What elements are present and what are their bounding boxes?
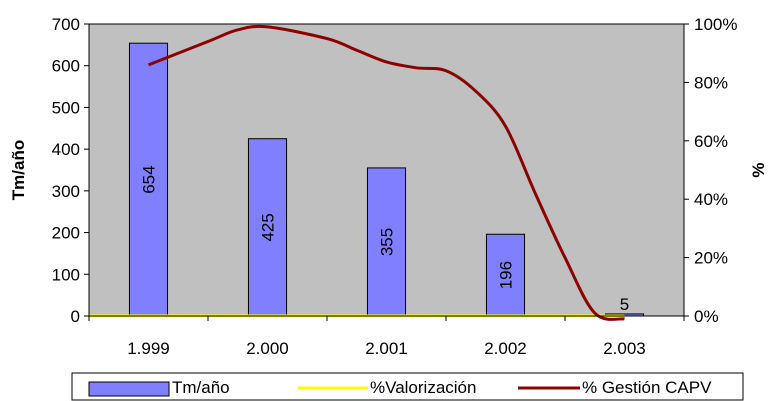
y-tick-label: 300 (52, 182, 80, 201)
y-tick-label: 100 (52, 265, 80, 284)
y2-tick-label: 20% (694, 249, 728, 268)
bar-data-label: 425 (259, 213, 278, 241)
y-axis-title: Tm/año (9, 140, 28, 200)
legend-box (71, 372, 744, 401)
bar (128, 42, 169, 317)
bar (247, 138, 288, 317)
y-tick-label: 0 (71, 307, 80, 326)
y-tick-label: 400 (52, 140, 80, 159)
y2-axis-title: % (749, 162, 768, 177)
y2-tick-label: 80% (694, 73, 728, 92)
bar (366, 167, 407, 317)
x-tick-label: 2.003 (603, 339, 646, 358)
y2-tick-label: 0% (694, 307, 719, 326)
y2-tick-label: 100% (694, 15, 737, 34)
bar-data-label: 5 (620, 295, 629, 314)
y-tick-label: 500 (52, 98, 80, 117)
series-line-gestion-capv (147, 24, 625, 321)
y2-tick-label: 60% (694, 132, 728, 151)
legend-label-valorizacion: %Valorización (370, 378, 476, 397)
x-tick-label: 1.999 (127, 339, 170, 358)
legend-swatch-bar (88, 381, 170, 397)
legend-label-tm-ano: Tm/año (172, 378, 230, 397)
bar-data-label: 196 (497, 261, 516, 289)
y-tick-label: 600 (52, 57, 80, 76)
y-tick-label: 700 (52, 15, 80, 34)
legend: Tm/año %Valorización % Gestión CAPV (71, 372, 744, 401)
x-tick-label: 2.001 (365, 339, 408, 358)
y-tick-label: 200 (52, 224, 80, 243)
bar-data-label: 355 (378, 228, 397, 256)
y2-tick-label: 40% (694, 190, 728, 209)
x-tick-label: 2.002 (484, 339, 527, 358)
legend-label-gestion-capv: % Gestión CAPV (582, 378, 712, 397)
x-tick-label: 2.000 (246, 339, 289, 358)
bar-data-label: 654 (140, 165, 159, 193)
